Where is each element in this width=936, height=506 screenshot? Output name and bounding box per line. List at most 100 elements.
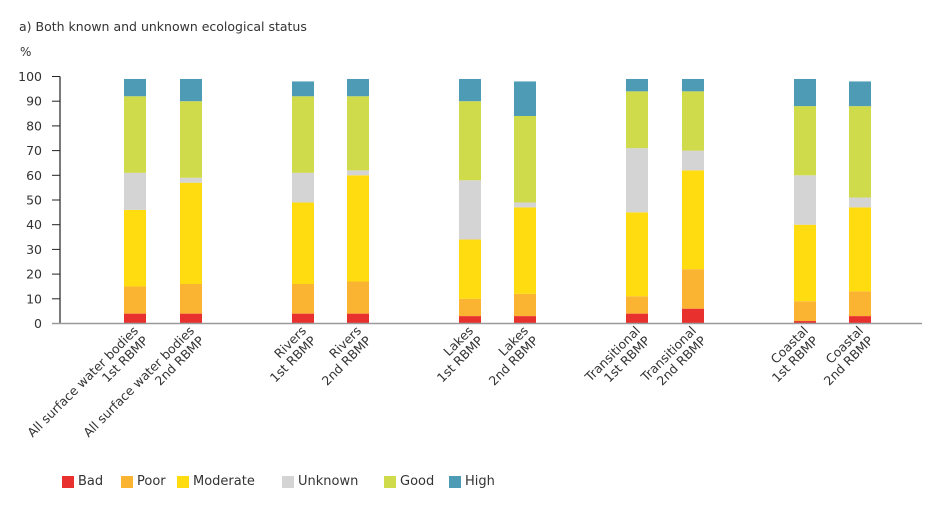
stacked-bar-chart: 0 10 20 30 40 50 60 70 80 90 100 All surface water… — [18, 69, 922, 440]
bar-stack — [347, 78, 369, 324]
bar-segment-unknown — [849, 197, 871, 208]
bar-segment-unknown — [292, 172, 314, 203]
bar-segment-poor — [347, 281, 369, 314]
legend-swatch — [384, 475, 396, 488]
y-tick-label: 30 — [26, 242, 42, 257]
x-category-label: Coastal2nd RBMP — [811, 323, 877, 389]
x-category-label: Lakes2nd RBMP — [476, 323, 542, 389]
bar-segment-good — [347, 96, 369, 171]
bar-segment-unknown — [180, 177, 202, 183]
x-category-label: Lakes1st RBMP — [424, 323, 486, 385]
bar-stack — [626, 78, 648, 324]
bars — [124, 78, 871, 324]
x-category-label: Rivers2nd RBMP — [309, 323, 375, 389]
bar-segment-good — [626, 91, 648, 149]
legend-label: High — [465, 474, 495, 489]
y-tick-label: 20 — [26, 267, 42, 282]
legend-swatch — [121, 475, 133, 488]
bar-segment-bad — [514, 316, 536, 324]
y-tick-label: 10 — [26, 291, 42, 306]
bar-segment-bad — [459, 316, 481, 324]
y-tick-label: 80 — [26, 118, 42, 133]
bar-segment-poor — [292, 283, 314, 314]
bar-segment-poor — [124, 286, 146, 314]
bar-segment-poor — [459, 298, 481, 317]
chart-title: a) Both known and unknown ecological sta… — [19, 19, 307, 34]
bar-segment-high — [794, 78, 816, 107]
legend-swatch — [282, 475, 294, 488]
bar-stack — [124, 78, 146, 324]
bar-segment-unknown — [794, 175, 816, 225]
bar-segment-unknown — [347, 170, 369, 176]
bar-segment-high — [514, 81, 536, 117]
bar-segment-bad — [849, 316, 871, 324]
legend-swatch — [62, 475, 74, 488]
bar-segment-unknown — [124, 172, 146, 210]
bar-stack — [180, 78, 202, 324]
bar-segment-unknown — [682, 150, 704, 171]
y-tick-label: 0 — [34, 316, 42, 331]
bar-segment-poor — [626, 296, 648, 314]
x-category-label: Transitional2nd RBMP — [637, 323, 709, 395]
bar-segment-high — [124, 78, 146, 97]
bar-segment-moderate — [459, 239, 481, 299]
legend-item-unknown: Unknown — [282, 474, 358, 489]
y-axis-unit-label: % — [20, 45, 32, 59]
y-tick-label: 40 — [26, 217, 42, 232]
bar-stack — [514, 81, 536, 324]
legend-swatch — [449, 475, 461, 488]
bar-segment-good — [180, 101, 202, 178]
bar-segment-good — [124, 96, 146, 173]
y-axis: 0 10 20 30 40 50 60 70 80 90 100 — [18, 69, 61, 331]
bar-segment-bad — [682, 308, 704, 324]
bar-segment-high — [626, 78, 648, 92]
bar-segment-good — [459, 101, 481, 181]
x-category-label: Transitional1st RBMP — [581, 323, 653, 395]
bar-segment-high — [459, 78, 481, 102]
bar-segment-moderate — [124, 209, 146, 287]
legend-swatch — [177, 475, 189, 488]
bar-segment-poor — [794, 301, 816, 322]
bar-segment-unknown — [459, 180, 481, 240]
x-category-label: Rivers1st RBMP — [257, 323, 319, 385]
bar-segment-bad — [794, 321, 816, 324]
bar-segment-good — [514, 116, 536, 203]
bar-segment-bad — [292, 313, 314, 324]
legend-label: Good — [400, 474, 435, 489]
y-tick-label: 70 — [26, 143, 42, 158]
bar-stack — [682, 78, 704, 324]
legend-label: Bad — [78, 474, 104, 489]
bar-segment-good — [682, 91, 704, 151]
bar-stack — [292, 81, 314, 324]
bar-segment-bad — [180, 313, 202, 324]
bar-segment-unknown — [514, 202, 536, 208]
bar-segment-good — [849, 106, 871, 198]
bar-stack — [849, 81, 871, 324]
y-tick-label: 60 — [26, 168, 42, 183]
bar-segment-moderate — [682, 170, 704, 270]
bar-segment-moderate — [849, 207, 871, 292]
bar-segment-high — [682, 78, 704, 92]
bar-segment-high — [180, 78, 202, 102]
legend-item-high: High — [449, 474, 495, 489]
y-tick-label: 100 — [18, 69, 42, 84]
x-category-label: Coastal1st RBMP — [759, 323, 821, 385]
bar-segment-unknown — [626, 148, 648, 213]
bar-segment-bad — [347, 313, 369, 324]
legend-label: Moderate — [193, 474, 255, 489]
bar-segment-good — [292, 96, 314, 173]
bar-stack — [794, 78, 816, 324]
bar-segment-bad — [626, 313, 648, 324]
bar-segment-poor — [682, 269, 704, 309]
legend-item-bad: Bad — [62, 474, 103, 489]
legend-item-good: Good — [384, 474, 434, 489]
bar-segment-good — [794, 106, 816, 176]
bar-segment-moderate — [180, 182, 202, 284]
bar-segment-moderate — [794, 224, 816, 302]
bar-segment-poor — [180, 283, 202, 314]
y-tick-label: 50 — [26, 193, 42, 208]
legend-label: Unknown — [298, 474, 359, 489]
bar-segment-poor — [514, 293, 536, 317]
bar-segment-high — [849, 81, 871, 107]
